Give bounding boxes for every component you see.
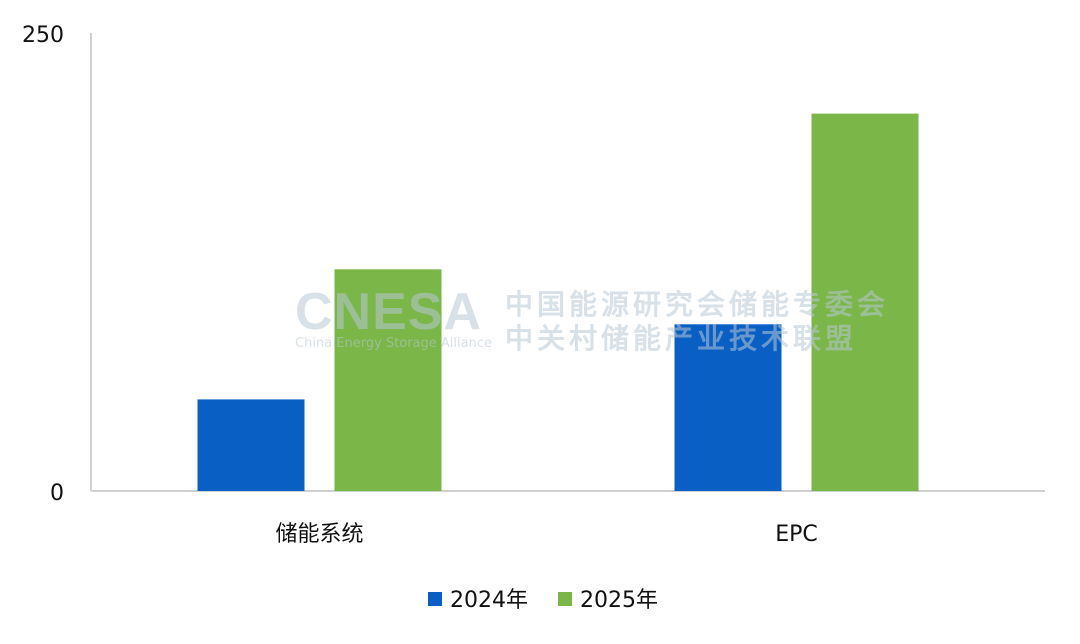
bar-2024年-储能系统: [197, 399, 305, 491]
y-tick-label: 250: [22, 23, 64, 48]
x-category-label: EPC: [775, 522, 818, 547]
x-category-label: 储能系统: [275, 522, 363, 547]
legend-label: 2024年: [450, 588, 528, 613]
bar-2025年-EPC: [811, 113, 919, 491]
bar-2025年-储能系统: [334, 269, 442, 491]
y-tick-label: 0: [50, 481, 64, 506]
legend-label: 2025年: [580, 588, 658, 613]
bar-2024年-EPC: [674, 324, 782, 491]
legend-swatch: [558, 592, 572, 606]
legend-swatch: [428, 592, 442, 606]
